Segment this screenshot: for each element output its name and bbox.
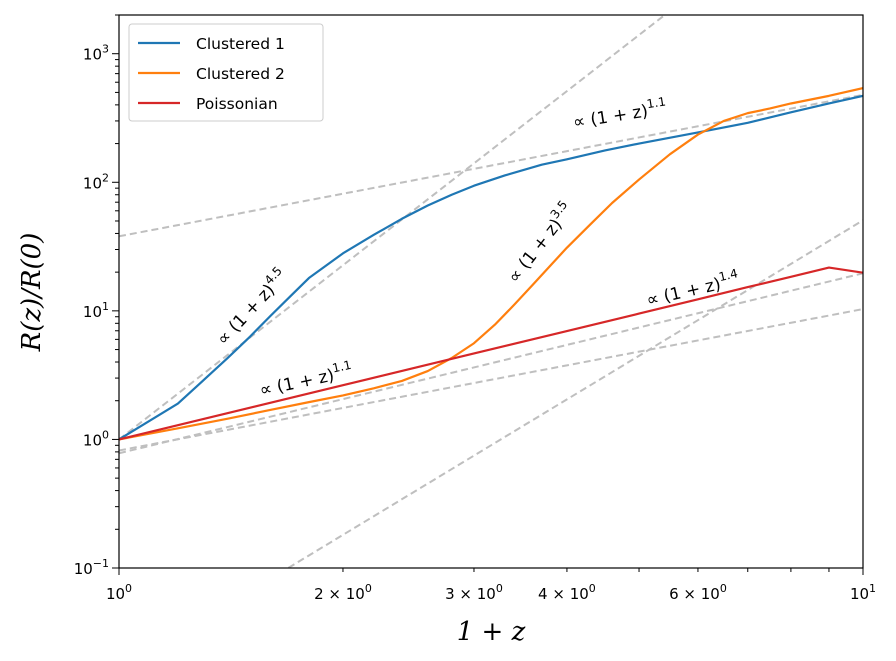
- reference-line-5: [119, 308, 863, 452]
- tick-labels: 100 2 × 100 3 × 100 4 × 100 6 × 100 101 10−1 10…: [74, 43, 876, 603]
- x-tick-label: 4 × 100: [538, 582, 596, 603]
- axis-ticks: [112, 14, 864, 575]
- y-tick-label: 100: [83, 428, 109, 449]
- series-line-clustered-2: [119, 87, 863, 441]
- reference-line-4: [119, 272, 863, 455]
- y-tick-label: 102: [83, 171, 109, 192]
- series-line-clustered-1: [119, 94, 863, 441]
- x-tick-label: 3 × 100: [445, 582, 503, 603]
- series-lines: [119, 87, 863, 441]
- legend-box: [128, 23, 324, 122]
- legend-label-clustered-1: Clustered 1: [196, 35, 285, 53]
- plot-frame: [118, 14, 864, 569]
- y-tick-label: 10−1: [74, 557, 109, 578]
- y-axis-title: R(z)/R(0): [17, 233, 47, 353]
- reference-line-3: [286, 219, 863, 568]
- legend: Clustered 1 Clustered 2 Poissonian: [128, 23, 324, 122]
- y-tick-label: 101: [83, 300, 109, 321]
- x-tick-label: 6 × 100: [669, 582, 727, 603]
- x-tick-label: 2 × 100: [314, 582, 372, 603]
- legend-label-poissonian: Poissonian: [196, 95, 278, 113]
- legend-label-clustered-2: Clustered 2: [196, 65, 285, 83]
- x-axis-title: 1 + z: [457, 617, 526, 647]
- reference-line-1: [119, 93, 863, 238]
- x-tick-label: 100: [106, 582, 132, 603]
- y-tick-label: 103: [83, 43, 109, 64]
- x-tick-label: 101: [850, 582, 876, 603]
- series-line-poissonian: [119, 266, 863, 441]
